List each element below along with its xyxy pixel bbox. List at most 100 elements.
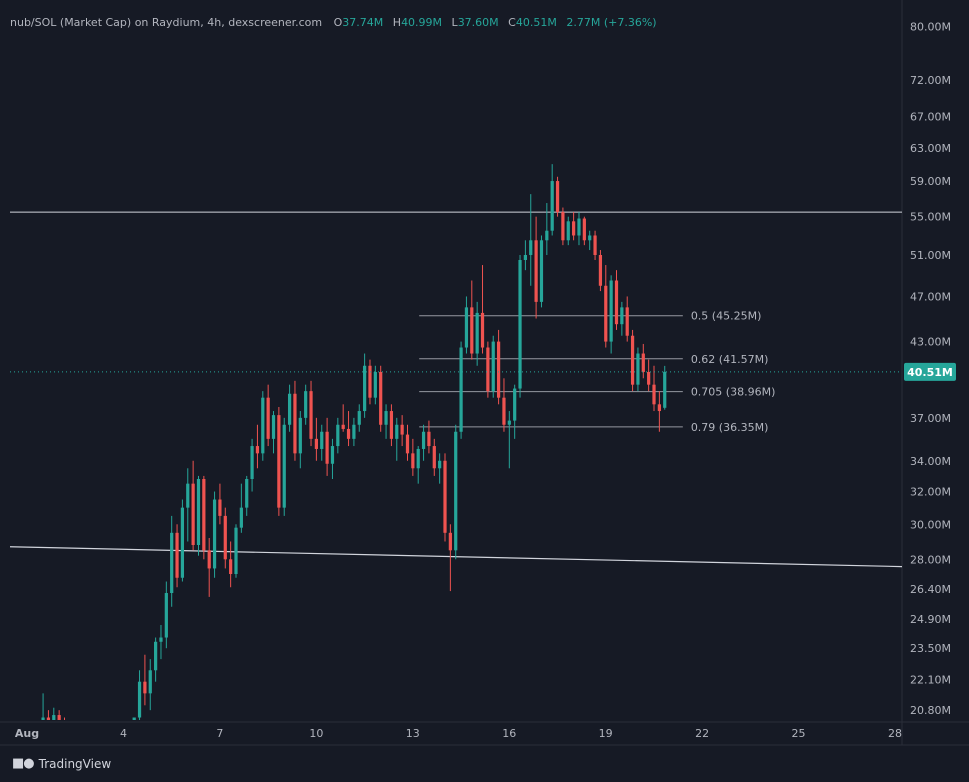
candle-body xyxy=(647,371,651,385)
candle-body xyxy=(438,460,442,469)
low-label: L xyxy=(451,16,458,29)
candle-body xyxy=(507,420,511,425)
candle-body xyxy=(137,681,142,718)
candle-body xyxy=(132,717,136,720)
x-tick-label: 28 xyxy=(888,727,902,740)
candle-body xyxy=(223,515,227,560)
y-tick-label: 22.10M xyxy=(910,673,951,686)
candle-body xyxy=(475,312,479,354)
candle-body xyxy=(614,280,619,325)
candle-body xyxy=(271,415,276,439)
y-tick-label: 47.00M xyxy=(910,290,951,303)
y-tick-label: 26.40M xyxy=(910,583,951,596)
candle-body xyxy=(641,353,645,372)
candle-body xyxy=(191,483,195,545)
candle-body xyxy=(379,371,383,425)
candle-body xyxy=(287,393,292,425)
fib-level-label: 0.79 (36.35M) xyxy=(691,421,769,434)
fib-level-label: 0.705 (38.96M) xyxy=(691,386,776,399)
candle-body xyxy=(357,411,361,425)
candle-body xyxy=(598,254,603,286)
candle-body xyxy=(298,417,302,454)
candle-body xyxy=(159,637,163,642)
candle-body xyxy=(443,460,447,533)
candle-body xyxy=(652,384,656,405)
candle-body xyxy=(148,670,152,694)
tradingview-logo-icon: ■● xyxy=(12,756,35,771)
candle-body xyxy=(57,715,61,720)
candle-body xyxy=(454,431,458,551)
candle-body xyxy=(74,730,77,733)
close-value: 40.51M xyxy=(515,16,557,29)
low-value: 37.60M xyxy=(457,16,499,29)
candle-body xyxy=(593,235,597,255)
candle-body xyxy=(657,404,661,412)
x-tick-label: 13 xyxy=(406,727,420,740)
candle-body xyxy=(68,728,71,731)
x-tick-label: 7 xyxy=(216,727,223,740)
candle-body xyxy=(282,424,286,508)
candle-body xyxy=(663,371,667,408)
candle-body xyxy=(218,499,222,516)
candle-body xyxy=(539,240,544,302)
candle-body xyxy=(459,347,463,432)
candle-body xyxy=(513,388,517,421)
last-price-label: 40.51M xyxy=(907,366,953,379)
y-tick-label: 72.00M xyxy=(910,74,951,87)
candle-body xyxy=(143,681,147,694)
candle-body xyxy=(486,347,490,392)
candle-body xyxy=(496,341,501,398)
candle-body xyxy=(175,532,179,578)
candle-body xyxy=(261,397,265,454)
candle-body xyxy=(346,428,351,439)
candle-body xyxy=(84,730,87,735)
candle-body xyxy=(405,434,410,454)
candle-body xyxy=(304,391,308,418)
tradingview-logo[interactable]: ■● TradingView xyxy=(12,756,111,771)
x-tick-label: Aug xyxy=(15,727,39,740)
x-tick-label: 10 xyxy=(309,727,323,740)
y-tick-label: 20.80M xyxy=(910,704,951,717)
candle-body xyxy=(609,280,613,342)
y-tick-label: 80.00M xyxy=(910,21,951,34)
candle-body xyxy=(180,507,185,578)
candle-body xyxy=(207,550,211,569)
x-tick-label: 19 xyxy=(599,727,613,740)
candle-body xyxy=(400,424,404,435)
candle-body xyxy=(550,181,554,231)
candle-body xyxy=(480,312,485,348)
candle-body xyxy=(314,438,318,449)
candle-body xyxy=(229,559,233,575)
y-tick-label: 51.00M xyxy=(910,249,951,262)
candle-body xyxy=(111,735,114,738)
candle-body xyxy=(196,479,201,545)
candle-body xyxy=(534,240,538,302)
high-value: 40.99M xyxy=(401,16,443,29)
candle-body xyxy=(127,730,130,735)
y-tick-label: 24.90M xyxy=(910,613,951,626)
candle-body xyxy=(566,221,570,241)
y-tick-label: 55.00M xyxy=(910,211,951,224)
candle-body xyxy=(46,717,51,720)
candle-body xyxy=(620,307,624,325)
close-label: C xyxy=(508,16,516,29)
y-tick-label: 23.50M xyxy=(910,642,951,655)
candle-body xyxy=(309,391,313,439)
candle-body xyxy=(545,230,549,241)
candle-body xyxy=(255,446,260,454)
x-tick-label: 25 xyxy=(792,727,806,740)
candle-body xyxy=(250,446,254,480)
candle-body xyxy=(245,479,249,508)
y-tick-label: 37.00M xyxy=(910,412,951,425)
candle-body xyxy=(432,446,436,469)
candle-body xyxy=(416,448,420,469)
fib-level-label: 0.5 (45.25M) xyxy=(691,310,762,323)
x-tick-label: 4 xyxy=(120,727,127,740)
candle-body xyxy=(79,730,82,733)
candle-body xyxy=(363,365,367,412)
candle-body xyxy=(448,532,452,551)
candle-body xyxy=(395,424,399,439)
y-tick-label: 28.00M xyxy=(910,553,951,566)
candle-body xyxy=(625,307,629,336)
